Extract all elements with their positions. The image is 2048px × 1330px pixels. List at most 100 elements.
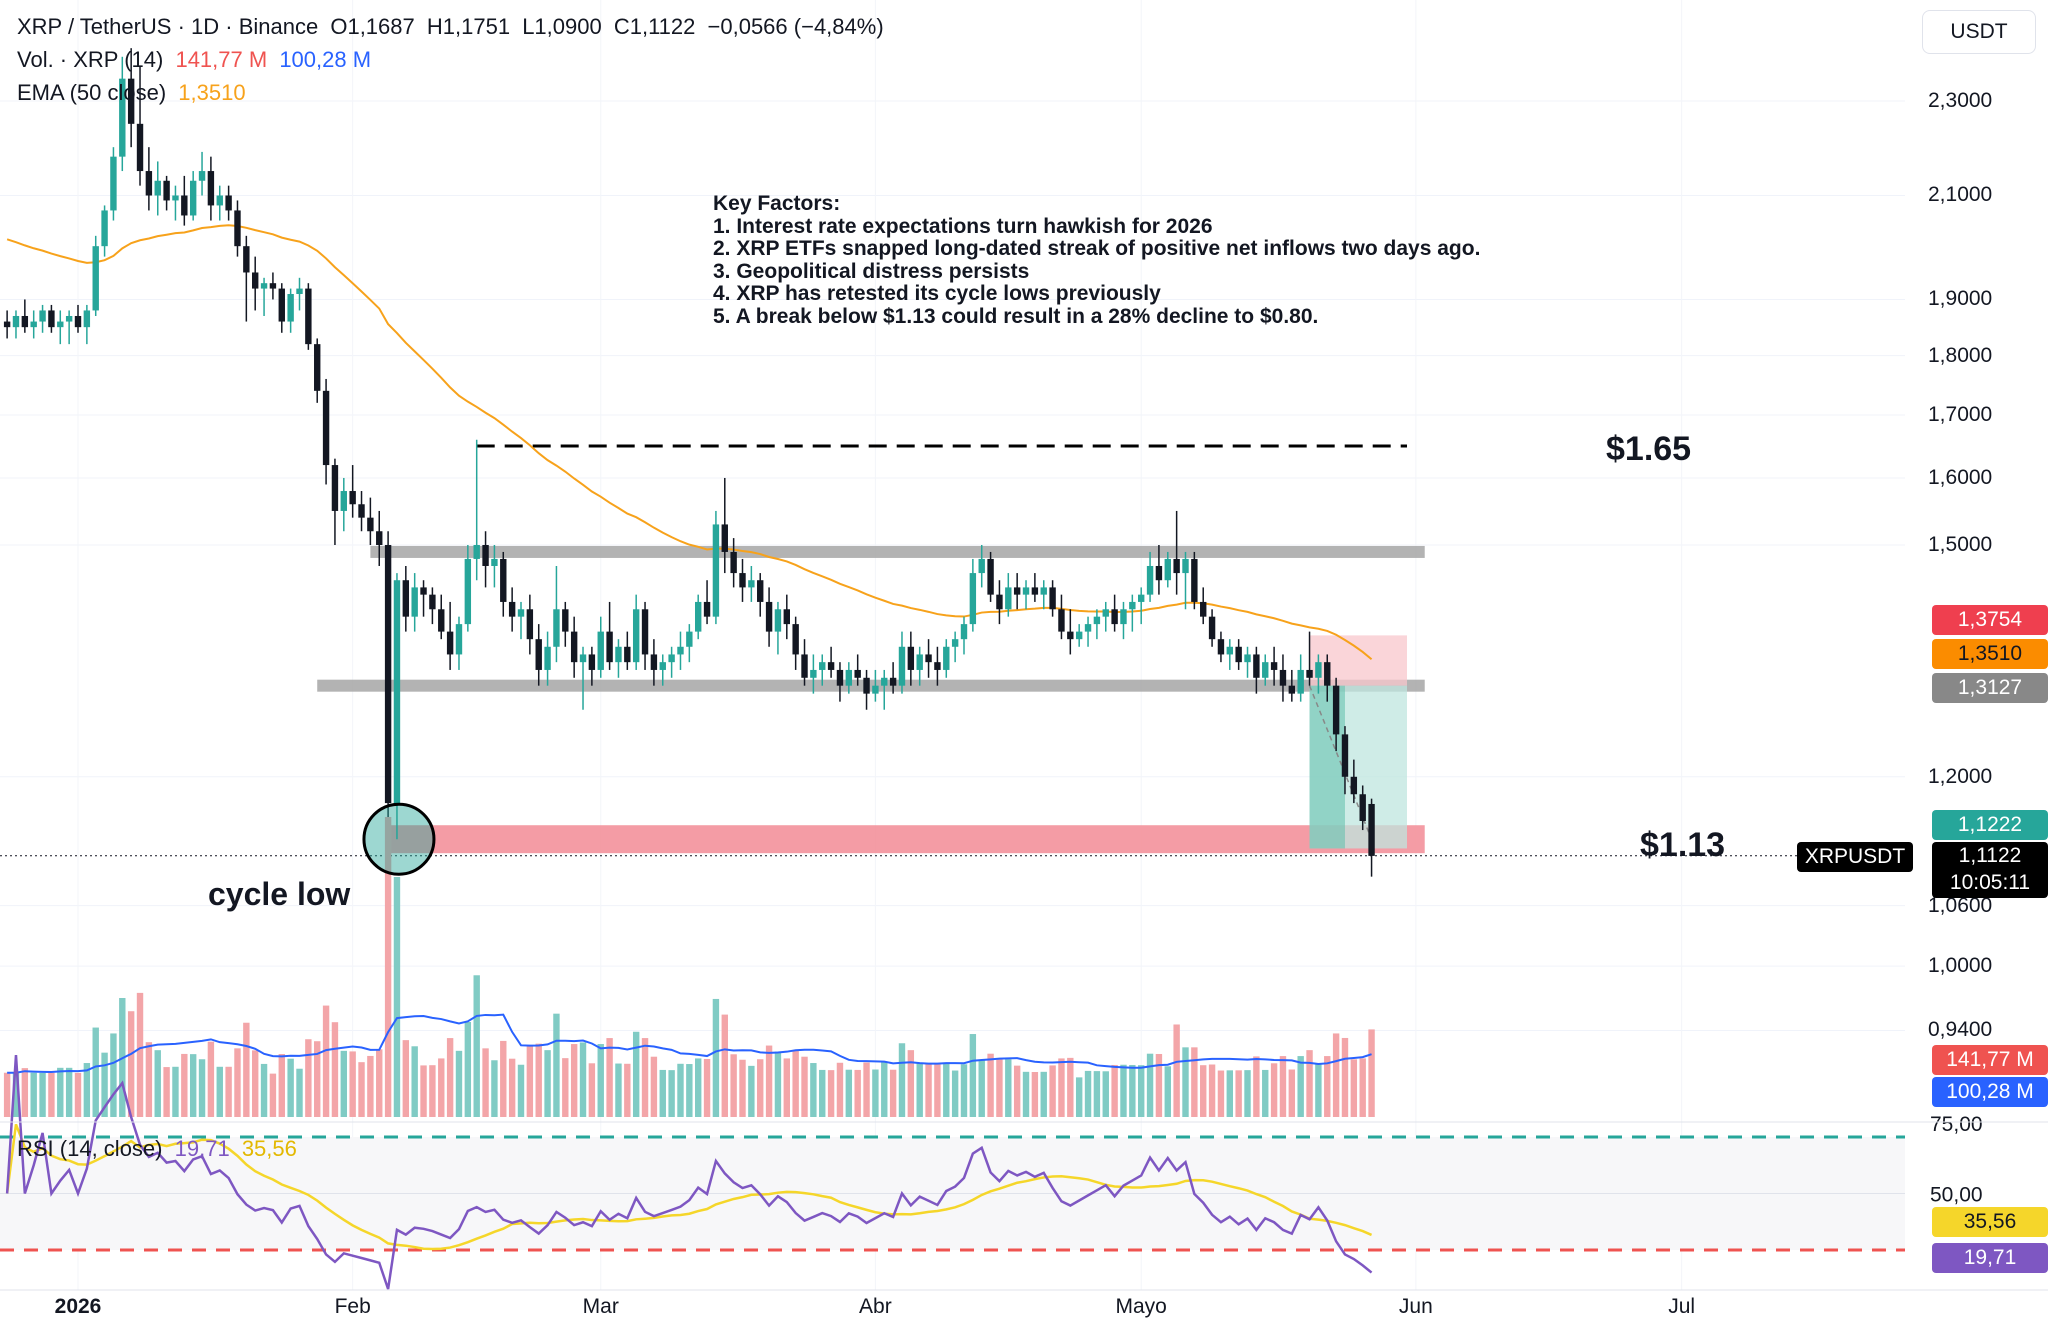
candle-body [1102,609,1109,617]
volume-bar [1208,1064,1216,1117]
ohlc-change: −0,0566 (−4,84%) [707,14,884,39]
volume-bar [252,1050,259,1117]
candle-body [686,631,693,647]
candle-body [695,601,702,632]
volume-bar [1200,1065,1207,1117]
price-tag-vol-red: 141,77 M [1932,1045,2048,1075]
key-factor-line: 2. XRP ETFs snapped long-dated streak of… [713,237,1481,260]
candle-body [163,180,170,201]
candle-body [30,321,37,328]
ohlc-close: C1,1122 [613,14,696,39]
candle-body [1164,558,1171,581]
volume-bar [553,1013,560,1117]
candle-body [438,609,445,632]
candle-body [455,624,463,655]
volume-bar [127,1011,135,1117]
volume-bar [925,1063,932,1117]
rsi-tick-label: 75,00 [1930,1113,1983,1136]
candle-body [331,465,339,511]
volume-bar [57,1067,64,1117]
y-tick-label: 0,9400 [1928,1018,1993,1042]
candle-body [482,545,489,566]
ema-label: EMA (50 close) [17,80,167,105]
candle-body [1332,685,1340,735]
x-tick-label: Mar [582,1295,619,1318]
candle-body [145,171,153,196]
candle-body [21,315,29,328]
volume-bar [907,1050,915,1117]
volume-bar [322,1005,330,1117]
ohlc-low: L1,0900 [522,14,602,39]
candle-body [358,504,365,518]
volume-bar [615,1063,622,1117]
candle-body [1138,594,1145,602]
candle-body [1191,558,1198,602]
candle-body [172,195,179,201]
candle-body [402,580,410,617]
volume-bar [207,1041,215,1117]
volume-bar [189,1054,197,1117]
rsi-legend: RSI (14, close) 19,71 35,56 [17,1136,297,1162]
volume-bar [863,1062,870,1117]
candle-body [943,646,950,670]
unit-button[interactable]: USDT [1922,10,2036,54]
volume-bar [641,1038,649,1117]
y-tick-label: 1,0600 [1928,893,1993,917]
price-tag-red: 1,3754 [1932,605,2048,635]
volume-bar [686,1064,693,1117]
volume-bar [1155,1053,1163,1117]
candle-body [260,283,268,289]
volume-bar [827,1070,835,1117]
candle-body [1084,624,1092,632]
volume-bar [1111,1064,1118,1117]
candle-body [473,545,480,559]
candle-body [181,195,188,216]
ohlc-open: O1,1687 [330,14,415,39]
volume-bar [1217,1070,1225,1117]
volume-bar [154,1050,161,1117]
candle-body [668,654,675,663]
candle-body [305,288,312,345]
price-tag-green: 1,1222 [1932,810,2048,840]
volume-bar [1022,1071,1030,1117]
candle-body [1359,794,1366,821]
candle-body [216,195,223,206]
progress-zone [1309,685,1345,849]
candle-body [349,491,356,505]
range-top-zone [370,545,1425,558]
candle-body [252,272,259,289]
candle-body [12,315,20,328]
zones [0,444,1905,857]
x-tick-label: Jun [1398,1295,1433,1318]
candle-body [987,558,994,595]
volume-bar [1013,1065,1021,1117]
volume-bar [1084,1070,1092,1117]
candle-body [464,558,472,625]
volume-bar [916,1063,923,1117]
candle-body [996,594,1003,610]
candle-body [1022,587,1030,595]
volume-bar [429,1065,436,1117]
volume-bar [260,1063,268,1117]
key-factors-note: Key Factors: 1. Interest rate expectation… [713,192,1481,328]
volume-bar [163,1067,170,1117]
candle-body [570,631,578,663]
candle-body [597,631,604,670]
rsi-value2: 35,56 [241,1136,297,1161]
symbol-header: XRP / TetherUS · 1D · Binance O1,1687 H1… [17,14,884,40]
candle-body [127,78,135,124]
candle-body [57,321,64,328]
volume-bar [1067,1057,1074,1117]
candle-body [562,609,569,632]
candle-body [810,669,817,678]
volume-bar [65,1067,73,1117]
candle-body [863,677,870,694]
support-zone [388,825,1425,854]
rsi-line [5,1054,1373,1290]
volume-bar [783,1058,790,1117]
candle-body [83,310,91,328]
candle-body [1182,558,1189,574]
volume-bar [872,1069,879,1117]
volume-bar [1306,1050,1313,1117]
